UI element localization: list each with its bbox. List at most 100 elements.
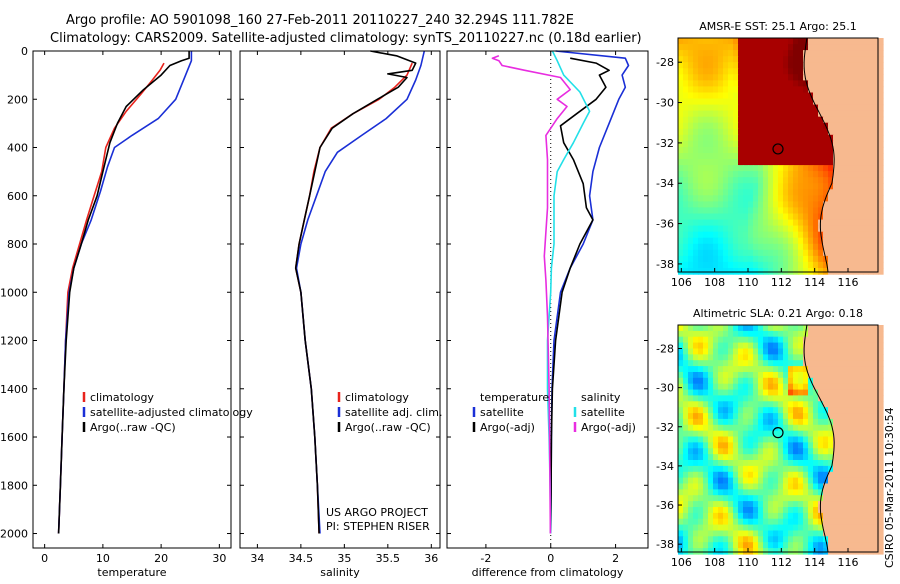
map-cell <box>788 159 794 166</box>
map-cell <box>828 225 834 233</box>
map-cell <box>808 442 814 449</box>
map-cell <box>718 165 724 172</box>
map-cell <box>798 477 804 485</box>
map-cell <box>813 243 819 251</box>
map-cell <box>683 348 689 355</box>
map-cell <box>733 348 739 355</box>
map-cell <box>718 201 724 209</box>
map-cell <box>878 128 884 136</box>
map-cell <box>743 366 749 373</box>
map-cell <box>873 86 879 94</box>
legend-label: satellite adj. clim. <box>345 406 442 419</box>
map-cell <box>688 366 694 373</box>
map-cell <box>858 62 864 69</box>
map-cell <box>818 489 824 496</box>
map-cell <box>833 465 839 473</box>
map-cell <box>808 140 814 148</box>
map-cell <box>698 146 704 154</box>
map-cell <box>808 153 814 160</box>
map-cell <box>703 477 709 485</box>
map-cell <box>743 38 749 45</box>
map-cell <box>873 495 879 502</box>
map-cell <box>688 348 694 355</box>
map-cell <box>813 330 819 338</box>
map-cell <box>678 195 684 202</box>
map-cell <box>743 524 749 532</box>
map-cell <box>743 501 749 508</box>
map-cell <box>723 195 729 202</box>
map-cell <box>753 165 759 172</box>
map-cell <box>778 44 784 51</box>
map-cell <box>873 430 879 438</box>
map-cell <box>783 536 789 543</box>
map-cell <box>828 366 834 373</box>
map-cell <box>703 268 709 275</box>
map-cell <box>828 38 834 45</box>
map-cell <box>728 231 734 239</box>
map-cell <box>848 68 854 75</box>
map-cell <box>878 477 884 485</box>
x-tick-label: 36 <box>424 552 438 565</box>
map-cell <box>833 548 839 555</box>
map-cell <box>688 454 694 461</box>
map-cell <box>768 471 774 479</box>
map-cell <box>848 261 854 269</box>
map-cell <box>773 512 779 520</box>
map-cell <box>718 383 724 391</box>
map-cell <box>718 50 724 57</box>
map-cell <box>768 383 774 391</box>
map-cell <box>738 68 744 75</box>
map-cell <box>828 501 834 508</box>
map-cell <box>773 465 779 473</box>
x-tick-label: 30 <box>212 552 226 565</box>
map-cell <box>863 442 869 449</box>
map-cell <box>788 165 794 172</box>
map-cell <box>858 213 864 221</box>
map-cell <box>693 501 699 508</box>
map-cell <box>703 548 709 555</box>
map-cell <box>738 471 744 479</box>
map-cell <box>783 104 789 112</box>
map-cell <box>858 342 864 350</box>
map-cell <box>843 465 849 473</box>
map-cell <box>678 418 684 426</box>
map-cell <box>823 116 829 124</box>
map-cell <box>803 122 809 130</box>
map-cell <box>723 140 729 148</box>
map-cell <box>723 448 729 455</box>
map-cell <box>698 159 704 166</box>
map-cell <box>808 243 814 251</box>
map-cell <box>823 430 829 438</box>
map-cell <box>763 389 769 397</box>
map-cell <box>713 377 719 385</box>
map-cell <box>693 110 699 118</box>
map-cell <box>743 110 749 118</box>
map-cell <box>833 395 839 402</box>
map-cell <box>833 56 839 63</box>
map-cell <box>733 477 739 485</box>
map-cell <box>693 153 699 160</box>
map-cell <box>873 62 879 69</box>
map-cell <box>733 383 739 391</box>
map-cell <box>718 542 724 549</box>
map-cell <box>833 86 839 94</box>
map-cell <box>678 495 684 502</box>
map-cell <box>778 471 784 479</box>
map-cell <box>758 146 764 154</box>
map-cell <box>838 237 844 245</box>
map-cell <box>853 501 859 508</box>
map-cell <box>833 213 839 221</box>
map-cell <box>713 146 719 154</box>
map-cell <box>843 536 849 543</box>
map-cell <box>783 140 789 148</box>
map-cell <box>708 86 714 94</box>
map-cell <box>713 128 719 136</box>
map-cell <box>878 225 884 233</box>
map-cell <box>823 243 829 251</box>
map-cell <box>808 98 814 106</box>
map-cell <box>753 74 759 81</box>
map-cell <box>758 383 764 391</box>
map-cell <box>873 110 879 118</box>
